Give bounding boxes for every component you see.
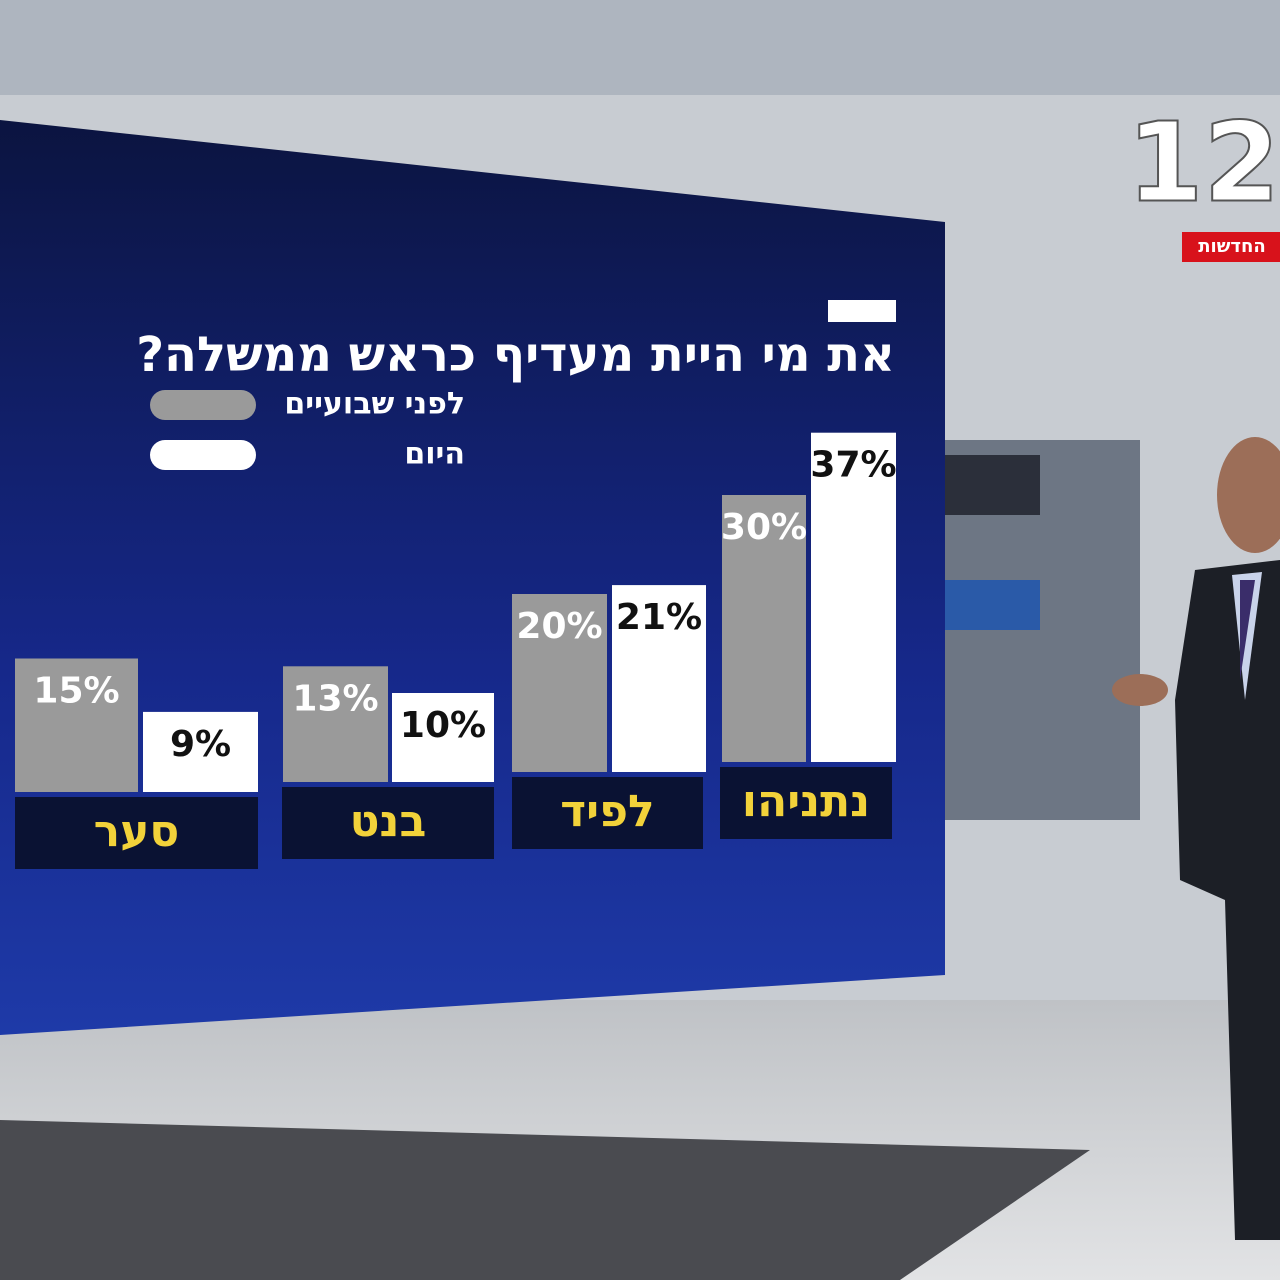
value-label: 9% [170,724,231,765]
bar [811,432,896,762]
bar [612,585,706,772]
category-box [720,767,892,839]
bar [722,495,806,762]
legend-swatch [150,390,256,420]
value-label: 30% [721,507,807,548]
presenter [1112,437,1280,1240]
value-label: 10% [400,705,486,746]
category-label: בנט [350,796,427,847]
legend-label: היום [404,437,465,472]
background-monitor [945,455,1040,515]
bar [392,693,494,782]
ceiling [0,0,1280,95]
logo-bar [1182,232,1280,262]
bar [283,666,388,782]
category-box [282,787,494,859]
category-box [512,777,703,849]
value-label: 21% [616,597,702,638]
value-label: 15% [33,671,119,712]
chart: לפני שבועיים היום 15% 9% סער 13% 10% בנט 20% 21% ל… [15,387,897,869]
value-label: 20% [516,606,602,647]
legend-swatch [150,440,256,470]
bar [143,711,258,792]
value-label: 13% [292,678,378,719]
bar [15,658,138,792]
chart-title: את מי היית מעדיף כראש ממשלה? [136,327,895,383]
logo-number: 12 [1127,98,1280,226]
category-box [15,797,258,869]
background-monitor [945,580,1040,630]
bar [512,594,607,772]
channel-logo: 12 החדשות [1126,97,1280,262]
title-accent [828,300,896,322]
floor-mat [0,1120,1090,1280]
legend-label: לפני שבועיים [284,387,465,422]
category-label: לפיד [560,786,654,837]
category-label: סער [94,806,180,857]
category-label: נתניהו [742,776,870,827]
logo-label: החדשות [1198,236,1265,257]
value-label: 37% [810,445,896,486]
